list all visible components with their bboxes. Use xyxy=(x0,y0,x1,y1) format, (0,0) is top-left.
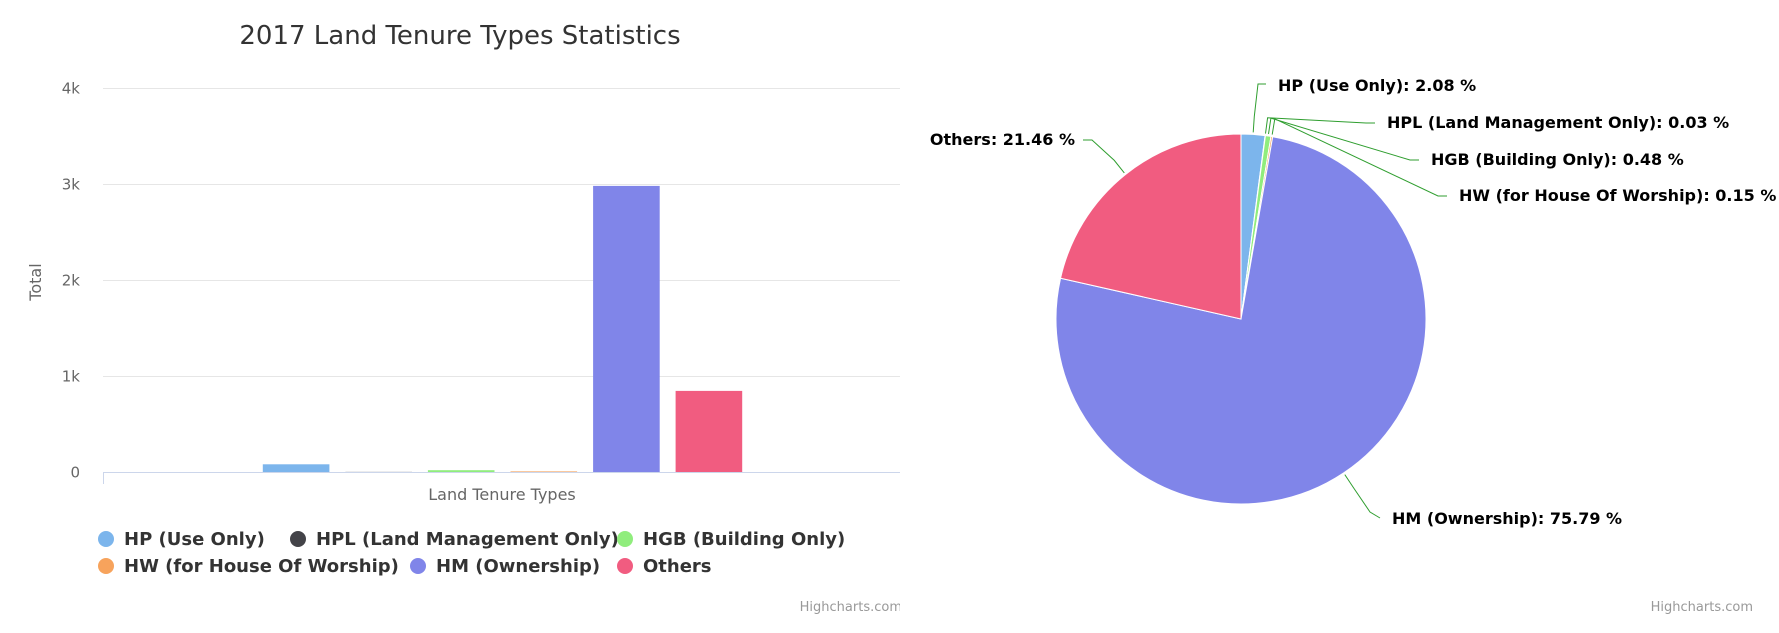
pie-slice[interactable] xyxy=(1055,136,1427,505)
legend-item[interactable]: Others xyxy=(617,556,712,577)
legend-label: HW (for House Of Worship) xyxy=(124,556,399,577)
pie-connector xyxy=(1083,139,1125,174)
y-tick-label: 1k xyxy=(62,368,81,386)
bar[interactable] xyxy=(262,464,330,472)
legend-label: HGB (Building Only) xyxy=(643,529,845,550)
x-axis-title: Land Tenure Types xyxy=(428,485,576,504)
bar-credit[interactable]: Highcharts.com xyxy=(800,600,900,615)
legend-item[interactable]: HW (for House Of Worship) xyxy=(98,556,399,577)
pie-data-label: HW (for House Of Worship): 0.15 % xyxy=(1459,186,1776,205)
legend-item[interactable]: HP (Use Only) xyxy=(98,529,265,550)
bar-chart-panel: 2017 Land Tenure Types Statistics 0 1k 2k 3… xyxy=(26,21,900,615)
pie-slices xyxy=(1055,133,1427,505)
legend-label: Others xyxy=(643,556,712,577)
pie-chart: HP (Use Only): 2.08 % HPL (Land Managemen… xyxy=(930,76,1776,615)
y-axis-ticks: 0 1k 2k 3k 4k xyxy=(62,80,81,482)
legend-item[interactable]: HGB (Building Only) xyxy=(617,529,845,550)
chart-title: 2017 Land Tenure Types Statistics xyxy=(239,21,680,51)
legend: HP (Use Only) HPL (Land Management Only) H… xyxy=(98,529,845,577)
legend-symbol xyxy=(290,531,306,547)
bar[interactable] xyxy=(675,390,743,472)
bar[interactable] xyxy=(427,470,495,472)
legend-symbol xyxy=(617,558,633,574)
bar[interactable] xyxy=(510,471,578,472)
y-axis-title: Total xyxy=(26,263,45,301)
y-tick-label: 3k xyxy=(62,176,81,194)
pie-data-label: HP (Use Only): 2.08 % xyxy=(1278,76,1476,95)
pie-slice[interactable] xyxy=(1059,133,1242,320)
y-tick-label: 0 xyxy=(70,464,80,482)
pie-connector xyxy=(1252,83,1266,133)
pie-data-label: Others: 21.46 % xyxy=(930,130,1075,149)
legend-label: HPL (Land Management Only) xyxy=(316,529,619,550)
pie-connector xyxy=(1344,474,1381,519)
bar[interactable] xyxy=(593,185,660,472)
pie-data-label: HGB (Building Only): 0.48 % xyxy=(1431,150,1684,169)
pie-connector xyxy=(1268,117,1419,161)
legend-label: HM (Ownership) xyxy=(436,556,600,577)
legend-symbol xyxy=(98,558,114,574)
y-tick-label: 2k xyxy=(62,272,81,290)
bar-grid xyxy=(103,88,900,377)
bar-chart: 2017 Land Tenure Types Statistics 0 1k 2k 3… xyxy=(26,21,900,615)
legend-symbol xyxy=(617,531,633,547)
legend-symbol xyxy=(98,531,114,547)
legend-item[interactable]: HM (Ownership) xyxy=(410,556,600,577)
pie-connector xyxy=(1271,118,1447,197)
legend-label: HP (Use Only) xyxy=(124,529,265,550)
pie-chart-panel: HP (Use Only): 2.08 % HPL (Land Managemen… xyxy=(900,0,1779,633)
pie-data-label: HPL (Land Management Only): 0.03 % xyxy=(1387,113,1729,132)
y-tick-label: 4k xyxy=(62,80,81,98)
pie-credit[interactable]: Highcharts.com xyxy=(1651,600,1753,615)
pie-data-label: HM (Ownership): 75.79 % xyxy=(1392,509,1622,528)
pie-connectors xyxy=(1083,83,1447,519)
pie-connector xyxy=(1265,117,1375,134)
pie-labels: HP (Use Only): 2.08 % HPL (Land Managemen… xyxy=(930,76,1776,528)
legend-item[interactable]: HPL (Land Management Only) xyxy=(290,529,619,550)
bar-series xyxy=(262,185,743,472)
legend-symbol xyxy=(410,558,426,574)
